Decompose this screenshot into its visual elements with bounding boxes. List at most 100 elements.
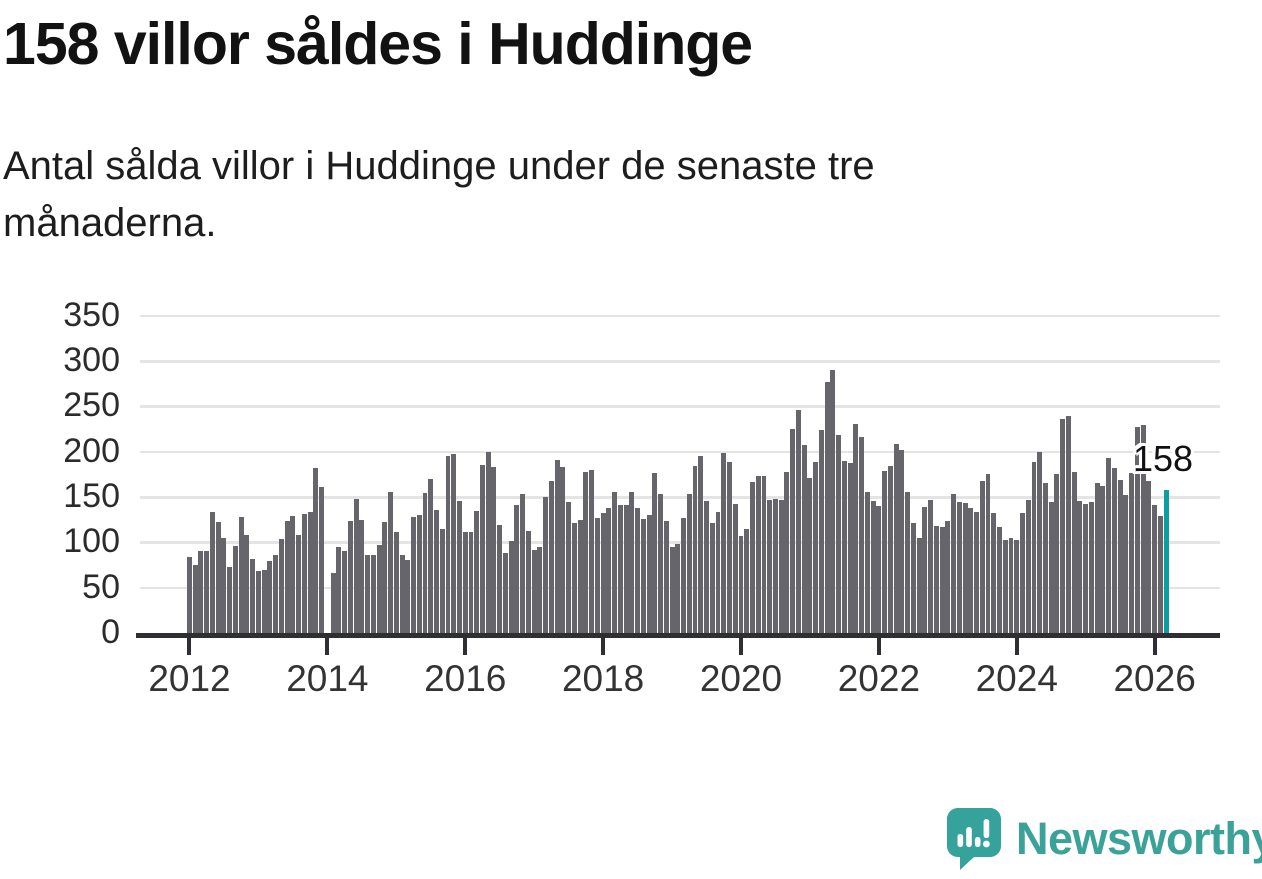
bar: [347, 521, 353, 633]
x-axis-line: [136, 633, 1220, 638]
bar: [1065, 416, 1071, 633]
bar: [376, 545, 382, 633]
bar: [905, 492, 911, 633]
bar: [296, 535, 302, 633]
bar: [330, 573, 336, 633]
x-axis-tick: [876, 637, 881, 655]
bar: [1094, 483, 1100, 633]
bar: [1088, 502, 1094, 633]
bar: [727, 461, 732, 633]
bar: [267, 561, 273, 633]
bar: [882, 470, 888, 633]
bar: [577, 519, 583, 633]
bar: [836, 435, 842, 633]
bar: [204, 551, 210, 633]
bar: [359, 519, 365, 633]
y-axis-label: 350: [63, 295, 120, 334]
bar: [353, 498, 359, 633]
bar: [807, 477, 813, 633]
bar: [301, 514, 307, 633]
bar: [910, 523, 916, 633]
bar: [784, 471, 790, 633]
bar: [428, 478, 434, 633]
bar: [600, 513, 606, 633]
bar: [755, 476, 761, 633]
brand-name: Newsworthy: [1016, 813, 1262, 864]
bar: [520, 494, 526, 633]
bar: [841, 460, 847, 633]
bar: [997, 526, 1002, 633]
y-axis-label: 0: [101, 613, 120, 651]
y-axis-label: 200: [63, 431, 120, 470]
bar: [893, 443, 899, 633]
bar: [951, 494, 957, 633]
bar: [474, 510, 480, 633]
gridline: [140, 314, 1220, 318]
bar: [692, 466, 698, 633]
x-axis-tick: [738, 637, 743, 655]
bar: [801, 445, 807, 633]
bar: [1152, 505, 1158, 633]
bar: [284, 520, 290, 633]
page-title: 158 villor såldes i Huddinge: [3, 11, 753, 77]
last-value-label: 158: [1133, 438, 1194, 479]
bar: [531, 549, 537, 633]
bar: [853, 423, 859, 633]
bar: [491, 467, 497, 633]
bar: [1083, 504, 1089, 633]
bar: [319, 487, 325, 633]
bar: [187, 556, 192, 633]
bar: [956, 501, 962, 633]
x-axis-tick: [1152, 637, 1157, 655]
bar: [399, 555, 405, 633]
bar: [1157, 516, 1163, 633]
bar: [663, 521, 669, 633]
bar: [508, 540, 514, 633]
bar: [709, 523, 715, 633]
bar: [922, 506, 928, 633]
bar: [192, 565, 198, 633]
bar: [198, 551, 204, 633]
chart-subtitle: Antal sålda villor i Huddinge under de s…: [3, 144, 875, 245]
bar: [1025, 499, 1031, 633]
brand-footer: Newsworthy: [946, 802, 1262, 876]
bar: [342, 551, 348, 633]
gridline: [140, 450, 1220, 454]
bar: [945, 521, 951, 633]
bar: [658, 494, 664, 633]
bar: [606, 507, 612, 633]
bar: [1002, 539, 1008, 633]
bar: [589, 469, 595, 633]
bar: [1140, 425, 1146, 633]
bar: [899, 449, 905, 633]
bar: [479, 465, 485, 633]
bar: [1048, 501, 1054, 633]
bar: [571, 523, 577, 633]
bar: [405, 560, 411, 633]
bar: [721, 453, 727, 633]
bar: [497, 525, 503, 633]
x-axis-label: 2022: [837, 658, 921, 699]
bar: [468, 532, 474, 633]
y-axis-label: 150: [63, 477, 120, 515]
bar: [790, 429, 796, 633]
newsworthy-logo-icon: [947, 808, 1001, 870]
bar: [686, 494, 692, 633]
gridline: [140, 496, 1220, 499]
bar: [870, 500, 876, 633]
bar: [928, 499, 934, 633]
bar: [1100, 486, 1106, 633]
bar: [646, 515, 652, 633]
bar: [933, 526, 939, 633]
bar: [209, 512, 215, 633]
bar: [675, 544, 681, 633]
bar: [617, 505, 623, 633]
bar: [502, 553, 508, 633]
bar: [261, 570, 267, 633]
bar: [336, 546, 342, 633]
x-axis-label: 2020: [699, 658, 783, 699]
gridline: [140, 541, 1220, 544]
bar: [813, 461, 819, 633]
bar: [968, 507, 974, 633]
